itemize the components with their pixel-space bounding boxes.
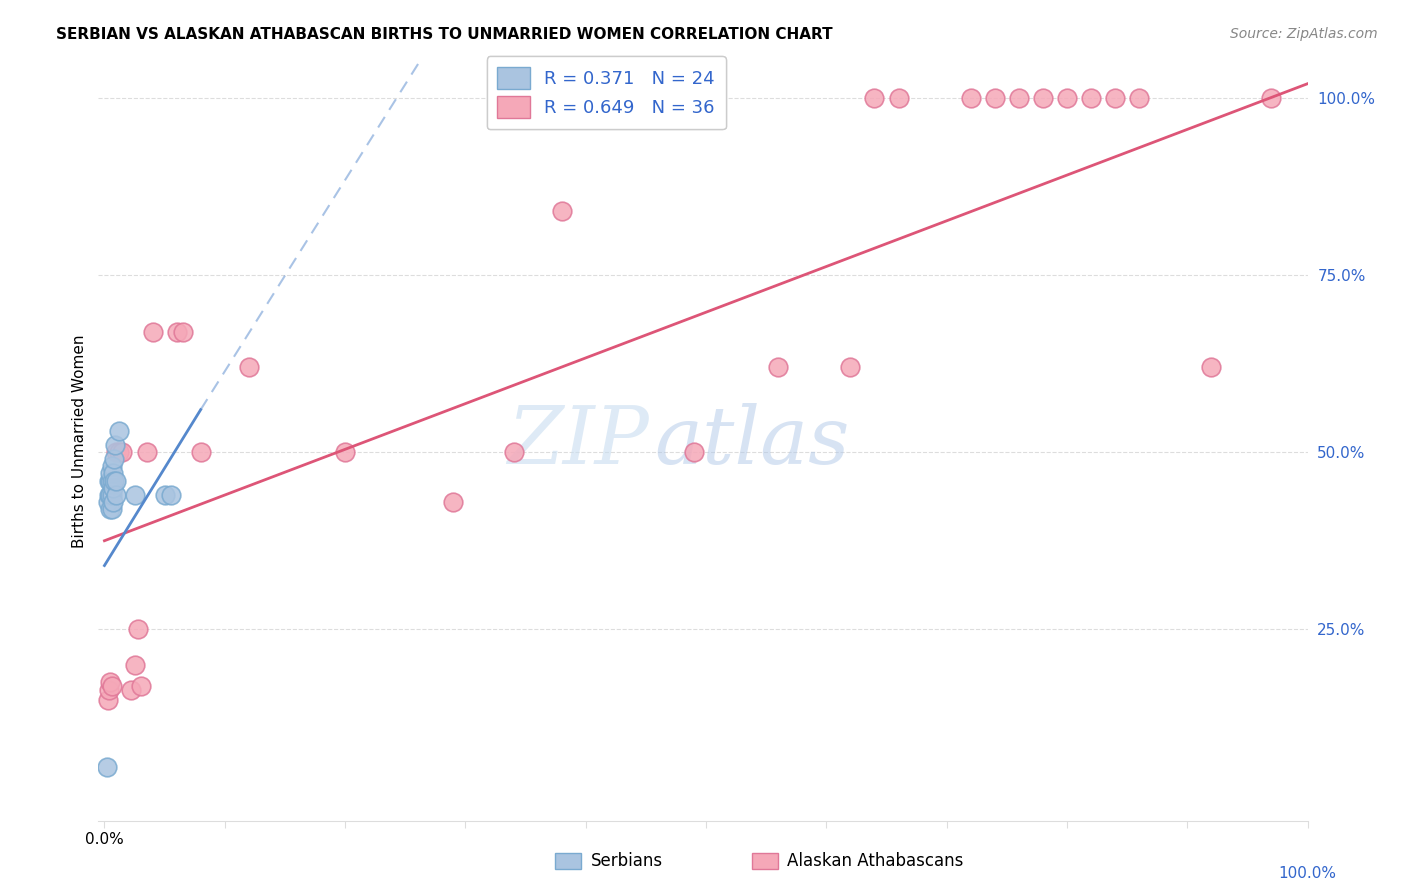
Point	[683, 445, 706, 459]
Point	[1080, 91, 1102, 105]
Point	[111, 445, 134, 459]
Point	[1260, 91, 1282, 105]
Point	[1104, 91, 1126, 105]
Point	[550, 204, 572, 219]
Point	[159, 488, 181, 502]
Point	[127, 623, 149, 637]
Point	[104, 438, 127, 452]
Point	[502, 445, 524, 459]
Point	[105, 474, 128, 488]
Point	[100, 679, 122, 693]
Point	[984, 91, 1007, 105]
Point	[100, 488, 122, 502]
Point	[766, 360, 789, 375]
Point	[124, 657, 146, 672]
Point	[1008, 91, 1031, 105]
Point	[97, 495, 120, 509]
Point	[190, 445, 212, 459]
Point	[100, 467, 122, 481]
Point	[98, 488, 121, 502]
Point	[1056, 91, 1078, 105]
Point	[108, 424, 131, 438]
Text: 100.0%: 100.0%	[1278, 866, 1337, 881]
Point	[333, 445, 356, 459]
Text: atlas: atlas	[655, 403, 851, 480]
Point	[124, 488, 146, 502]
Legend: R = 0.371   N = 24, R = 0.649   N = 36: R = 0.371 N = 24, R = 0.649 N = 36	[486, 56, 725, 129]
Bar	[752, 853, 778, 869]
Point	[105, 488, 128, 502]
Point	[101, 495, 124, 509]
Point	[142, 325, 165, 339]
Bar	[555, 853, 581, 869]
Point	[1201, 360, 1223, 375]
Text: SERBIAN VS ALASKAN ATHABASCAN BIRTHS TO UNMARRIED WOMEN CORRELATION CHART: SERBIAN VS ALASKAN ATHABASCAN BIRTHS TO …	[56, 27, 832, 42]
Text: Source: ZipAtlas.com: Source: ZipAtlas.com	[1230, 27, 1378, 41]
Point	[100, 501, 122, 516]
Point	[98, 474, 121, 488]
Point	[103, 452, 125, 467]
Point	[96, 760, 118, 774]
Point	[153, 488, 176, 502]
Point	[103, 474, 125, 488]
Point	[100, 488, 122, 502]
Point	[105, 445, 128, 459]
Point	[98, 682, 121, 697]
Point	[101, 467, 124, 481]
Text: ZIP: ZIP	[506, 403, 648, 480]
Point	[135, 445, 157, 459]
Point	[108, 445, 131, 459]
Point	[839, 360, 862, 375]
Text: Alaskan Athabascans: Alaskan Athabascans	[787, 852, 963, 870]
Point	[100, 474, 122, 488]
Y-axis label: Births to Unmarried Women: Births to Unmarried Women	[72, 334, 87, 549]
Point	[1128, 91, 1150, 105]
Point	[97, 693, 120, 707]
Point	[238, 360, 260, 375]
Point	[172, 325, 194, 339]
Point	[863, 91, 886, 105]
Point	[887, 91, 910, 105]
Point	[129, 679, 152, 693]
Point	[441, 495, 464, 509]
Point	[1032, 91, 1054, 105]
Point	[100, 474, 122, 488]
Point	[101, 481, 124, 495]
Text: Serbians: Serbians	[591, 852, 662, 870]
Point	[959, 91, 981, 105]
Point	[100, 501, 122, 516]
Point	[100, 459, 122, 474]
Point	[100, 675, 122, 690]
Point	[120, 682, 142, 697]
Point	[166, 325, 188, 339]
